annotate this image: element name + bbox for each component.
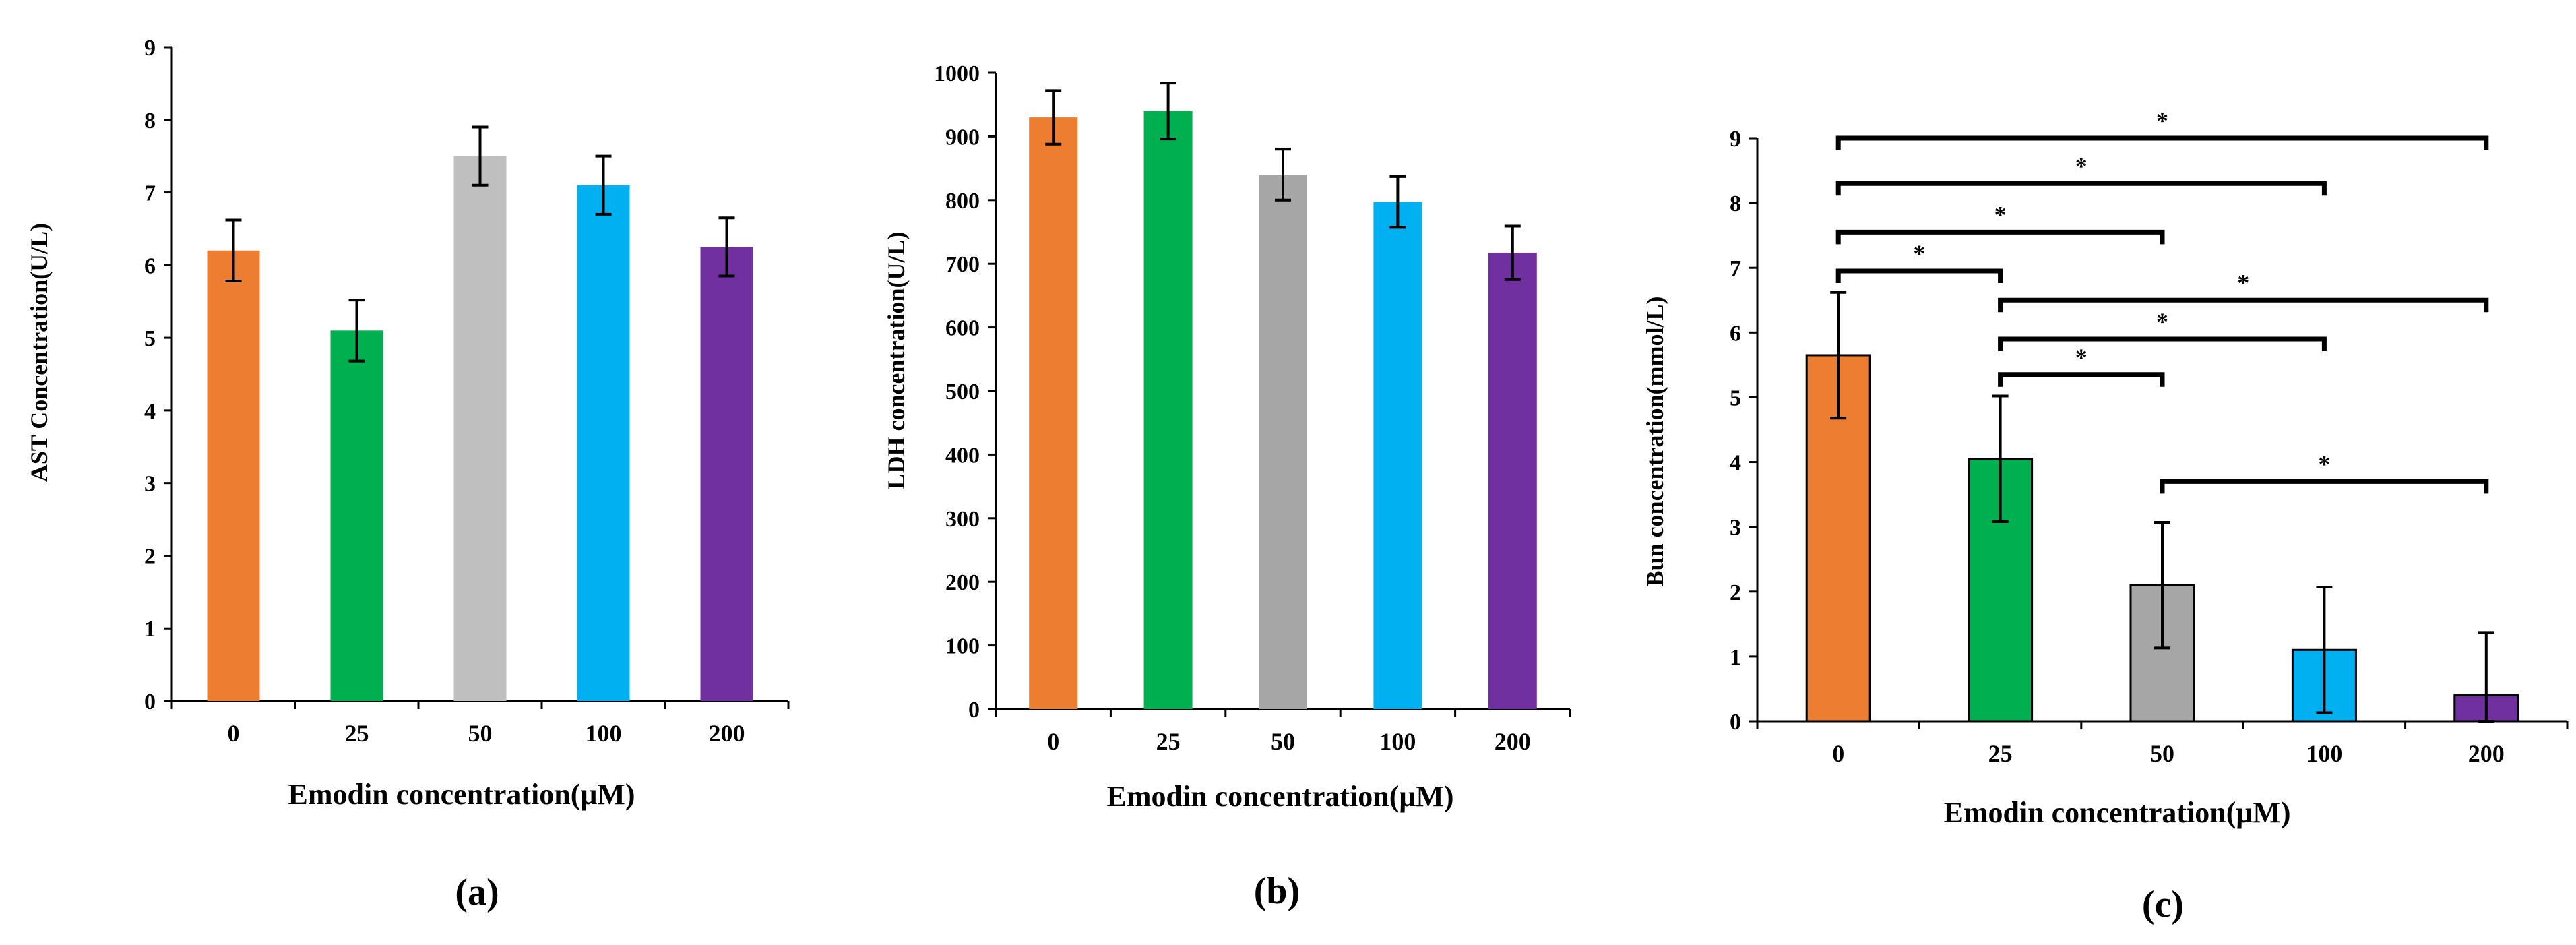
- y-tick-label: 8: [144, 109, 156, 133]
- y-axis-label: LDH concentration(U/L): [883, 232, 910, 490]
- chart-panel-c: Bun concentration(mmol/L) Emodin concent…: [1641, 107, 2569, 925]
- y-tick-label: 3: [144, 472, 156, 497]
- significance-star: *: [2156, 107, 2168, 134]
- bar: [1259, 175, 1307, 709]
- y-tick-label: 7: [1730, 256, 1741, 281]
- y-tick-label: 800: [945, 189, 980, 214]
- x-axis-label: Emodin concentration(μM): [1106, 780, 1453, 813]
- chart-panel-a: AST Concentration(U/L) Emodin concentrat…: [26, 36, 790, 913]
- y-tick-label: 4: [144, 399, 156, 424]
- significance-star: *: [2075, 152, 2087, 179]
- y-tick-label: 0: [144, 690, 156, 714]
- significance-bracket: [1998, 336, 2327, 351]
- significance-star: *: [2156, 308, 2168, 335]
- significance-star: *: [1994, 201, 2007, 228]
- y-tick-label: 8: [1730, 191, 1741, 216]
- x-tick-label: 200: [709, 720, 745, 747]
- significance-bracket: [1835, 229, 2165, 245]
- panel-label: (b): [1254, 870, 1300, 912]
- y-axis-label: AST Concentration(U/L): [26, 223, 53, 482]
- x-tick-label: 50: [2150, 740, 2174, 767]
- chart-panel-b: LDH concentration(U/L) Emodin concentrat…: [883, 61, 1571, 912]
- panel-label: (c): [2142, 884, 2184, 925]
- bar: [453, 156, 507, 701]
- x-axis-label: Emodin concentration(μM): [1943, 796, 2290, 829]
- y-tick-label: 900: [945, 125, 980, 150]
- x-tick-label: 200: [1495, 728, 1531, 755]
- y-tick-label: 200: [945, 570, 980, 595]
- bar: [1373, 202, 1422, 710]
- y-tick-label: 500: [945, 379, 980, 404]
- x-tick-label: 25: [345, 720, 369, 747]
- bar: [1488, 253, 1537, 710]
- significance-bracket: [1998, 297, 2489, 313]
- y-tick-label: 4: [1730, 451, 1741, 476]
- y-tick-label: 600: [945, 316, 980, 341]
- significance-bracket: [1835, 181, 2327, 196]
- y-tick-label: 5: [1730, 386, 1741, 410]
- bar: [700, 247, 753, 701]
- significance-star: *: [2075, 344, 2087, 371]
- y-tick-label: 2: [1730, 580, 1741, 605]
- y-tick-label: 100: [945, 634, 980, 659]
- x-axis-label: Emodin concentration(μM): [288, 778, 635, 811]
- y-tick-label: 400: [945, 443, 980, 468]
- bar: [1029, 117, 1078, 709]
- bar: [330, 330, 383, 701]
- x-tick-label: 100: [2306, 740, 2342, 767]
- y-tick-label: 1: [144, 617, 156, 642]
- y-tick-label: 3: [1730, 516, 1741, 541]
- y-tick-label: 7: [144, 181, 156, 206]
- x-tick-label: 25: [1156, 728, 1181, 755]
- x-tick-label: 0: [1047, 728, 1059, 755]
- y-tick-label: 1000: [934, 61, 980, 86]
- x-tick-label: 0: [1832, 740, 1844, 767]
- panel-label: (a): [455, 872, 499, 913]
- x-tick-label: 0: [228, 720, 240, 747]
- bar: [577, 185, 630, 701]
- y-tick-label: 700: [945, 252, 980, 277]
- y-tick-label: 2: [144, 544, 156, 569]
- x-tick-label: 200: [2468, 740, 2505, 767]
- y-tick-label: 0: [1730, 710, 1741, 735]
- y-axis-label: Bun concentration(mmol/L): [1641, 297, 1668, 587]
- x-tick-label: 100: [1379, 728, 1416, 755]
- x-tick-label: 25: [1988, 740, 2013, 767]
- y-tick-label: 5: [144, 326, 156, 351]
- y-tick-label: 9: [144, 36, 156, 61]
- significance-bracket: [1835, 135, 2489, 150]
- y-tick-label: 6: [1730, 321, 1741, 346]
- significance-bracket: [1998, 372, 2165, 387]
- significance-star: *: [2318, 450, 2330, 477]
- y-tick-label: 0: [968, 698, 980, 723]
- significance-star: *: [1913, 240, 1925, 267]
- x-tick-label: 50: [468, 720, 493, 747]
- significance-bracket: [1835, 268, 2003, 284]
- x-tick-label: 100: [586, 720, 622, 747]
- y-tick-label: 9: [1730, 127, 1741, 152]
- y-tick-label: 300: [945, 507, 980, 532]
- significance-star: *: [2237, 269, 2249, 296]
- y-tick-label: 6: [144, 253, 156, 278]
- y-tick-label: 1: [1730, 645, 1741, 670]
- x-tick-label: 50: [1271, 728, 1295, 755]
- bar: [1143, 111, 1193, 709]
- bar: [207, 250, 260, 701]
- significance-bracket: [2160, 479, 2489, 494]
